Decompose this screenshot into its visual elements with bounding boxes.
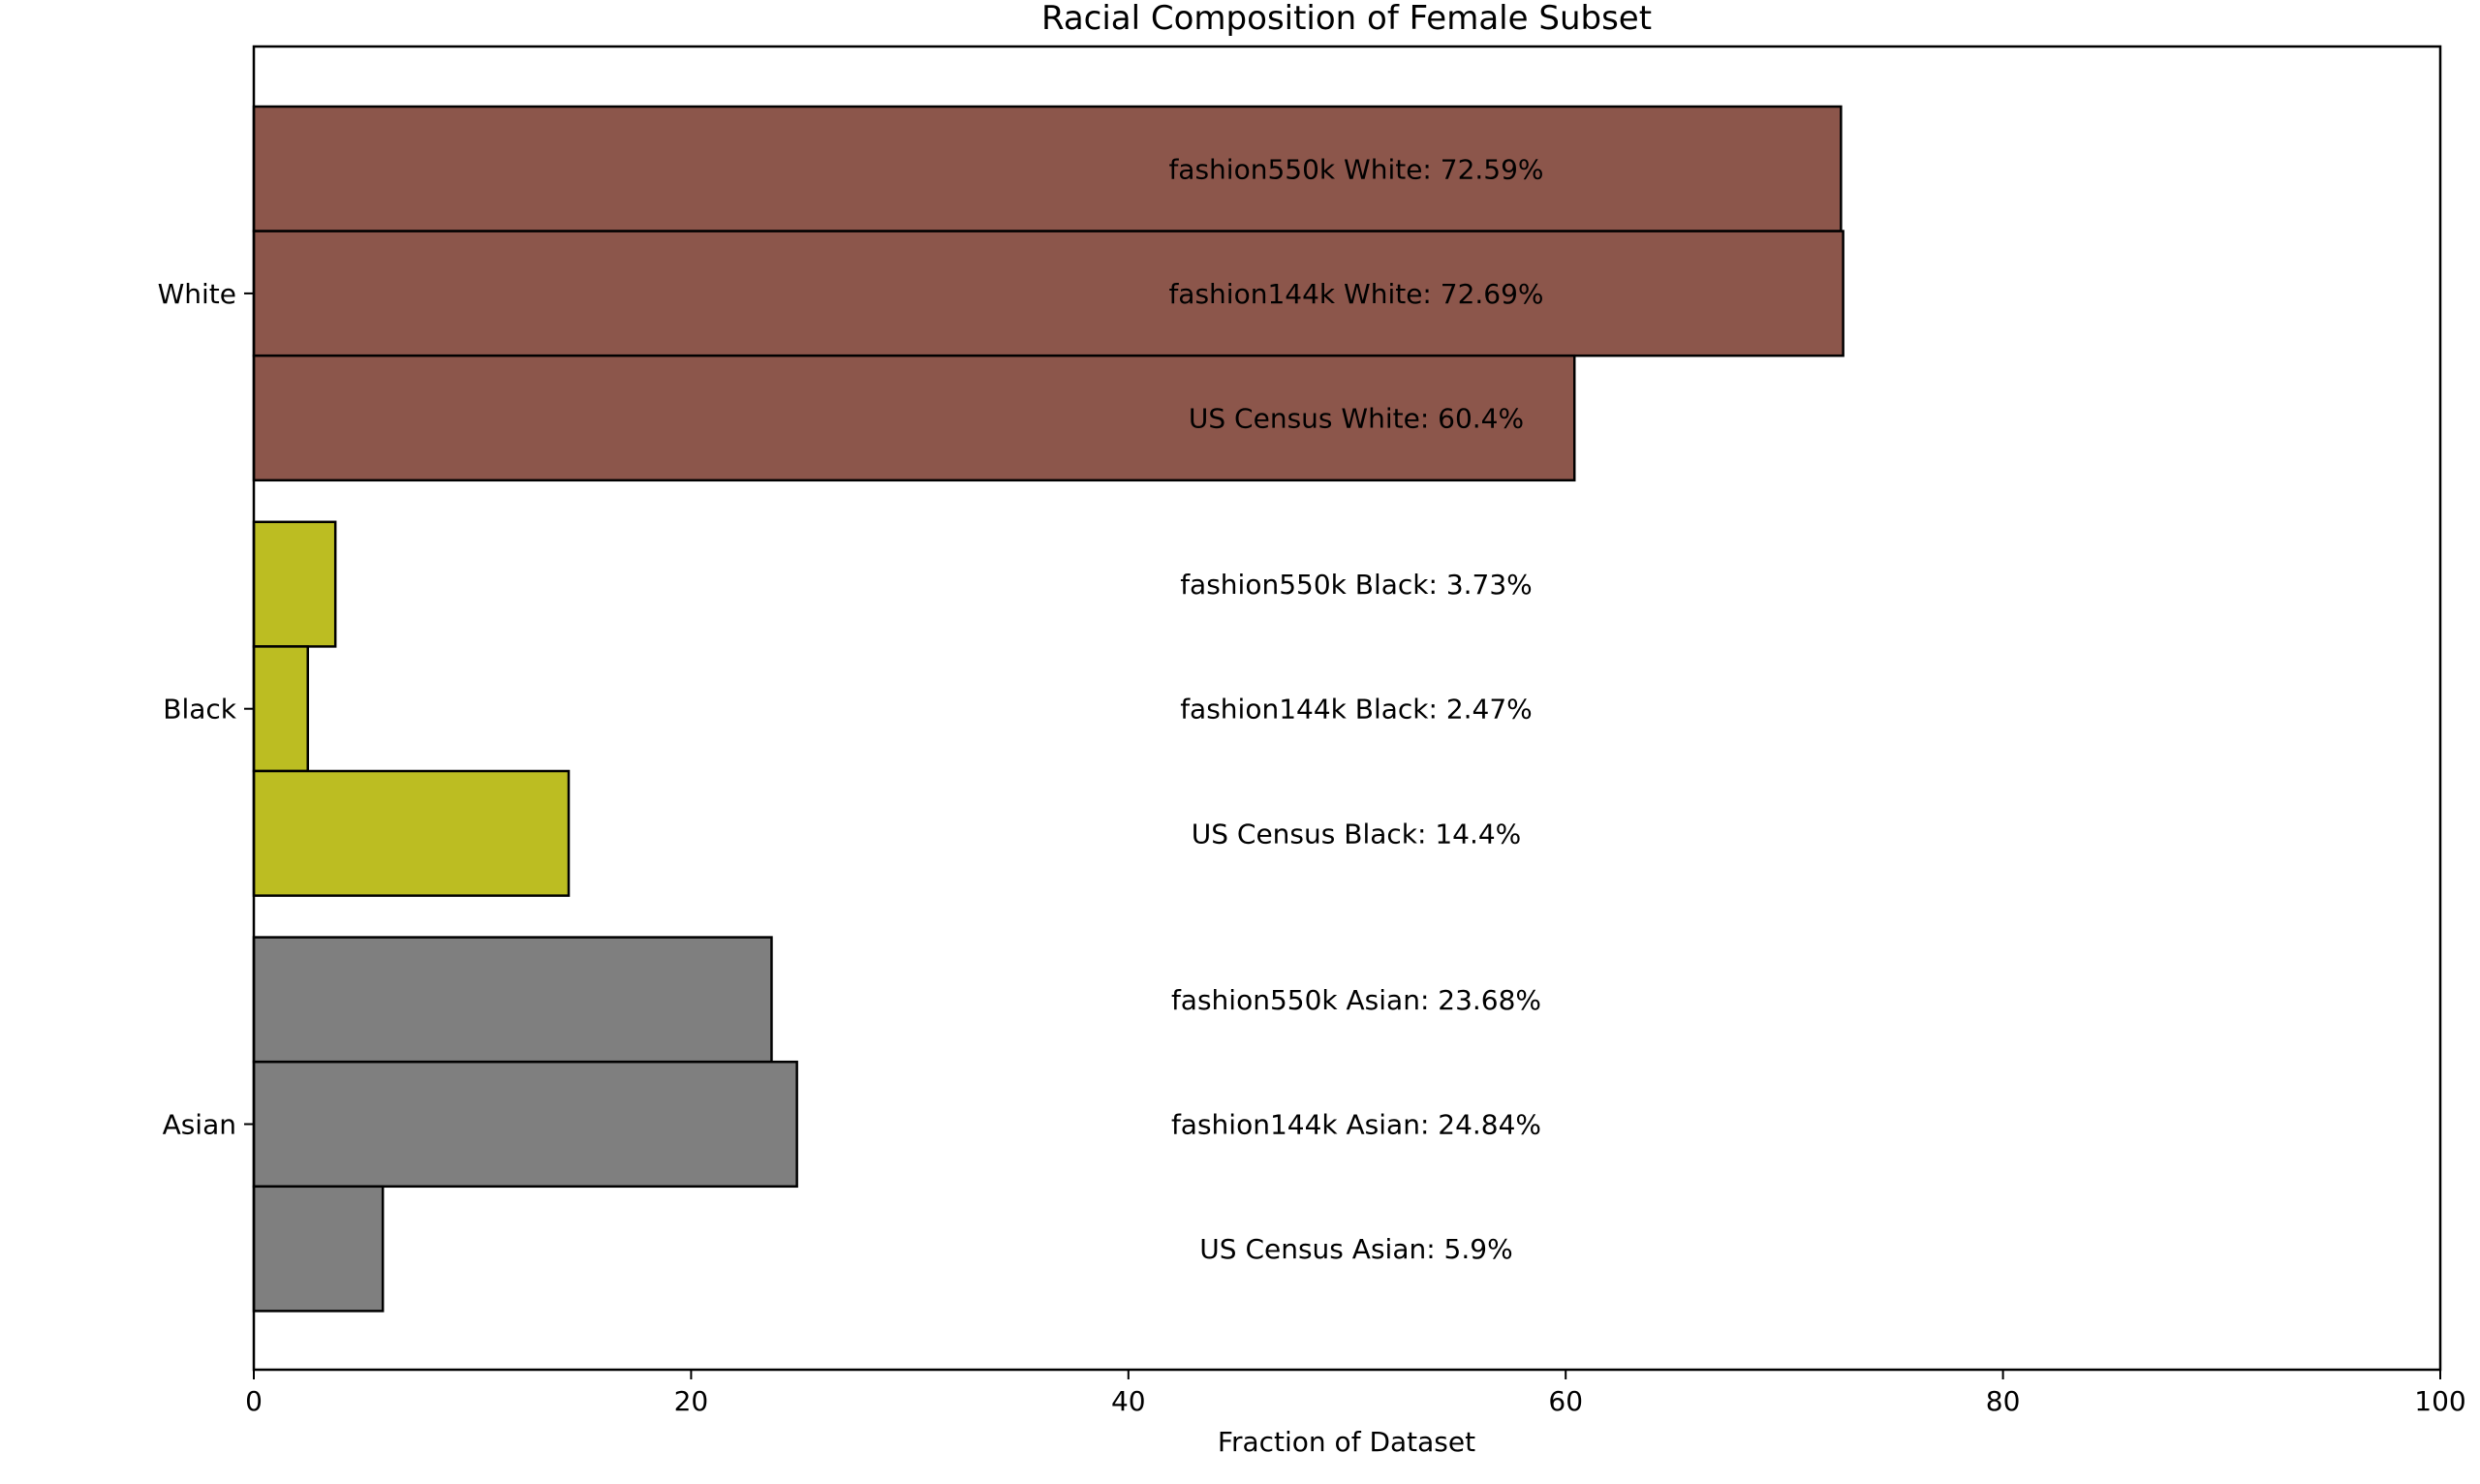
chart-title: Racial Composition of Female Subset [1041,0,1652,38]
y-tick-label: Black [163,694,237,726]
x-tick-label: 40 [1111,1385,1146,1417]
bar-white-0 [252,105,1843,232]
bar-asian-2 [252,1185,385,1313]
data-label: US Census Black: 14.4% [1192,818,1522,850]
y-tick-label: White [158,278,236,310]
data-label: fashion144k Asian: 24.84% [1171,1109,1541,1141]
data-label: fashion144k Black: 2.47% [1180,694,1533,726]
x-tick-label: 20 [674,1385,709,1417]
data-labels-layer: fashion550k White: 72.59% fashion144k Whi… [1168,153,1543,1265]
bars-layer [252,105,1844,1313]
bar-black-0 [252,520,337,648]
y-tick-label: Asian [163,1109,236,1141]
y-axis: White Black Asian [158,278,254,1141]
bar-black-1 [252,645,309,773]
x-axis: 0 20 40 60 80 100 [245,1370,2466,1417]
x-tick-label: 0 [245,1385,263,1417]
bar-white-2 [252,354,1576,482]
data-label: US Census White: 60.4% [1189,403,1524,435]
bar-asian-1 [252,1060,798,1189]
bar-black-2 [252,769,571,897]
bar-white-1 [252,230,1844,357]
x-tick-label: 100 [2414,1385,2465,1417]
data-label: US Census Asian: 5.9% [1199,1233,1512,1265]
x-axis-label: Fraction of Dataset [1218,1426,1475,1458]
bar-asian-0 [252,936,773,1064]
data-label: fashion144k White: 72.69% [1168,278,1543,310]
x-tick-label: 60 [1548,1385,1583,1417]
data-label: fashion550k Black: 3.73% [1180,569,1533,601]
data-label: fashion550k White: 72.59% [1168,153,1543,185]
x-tick-label: 80 [1986,1385,2021,1417]
data-label: fashion550k Asian: 23.68% [1171,984,1541,1016]
